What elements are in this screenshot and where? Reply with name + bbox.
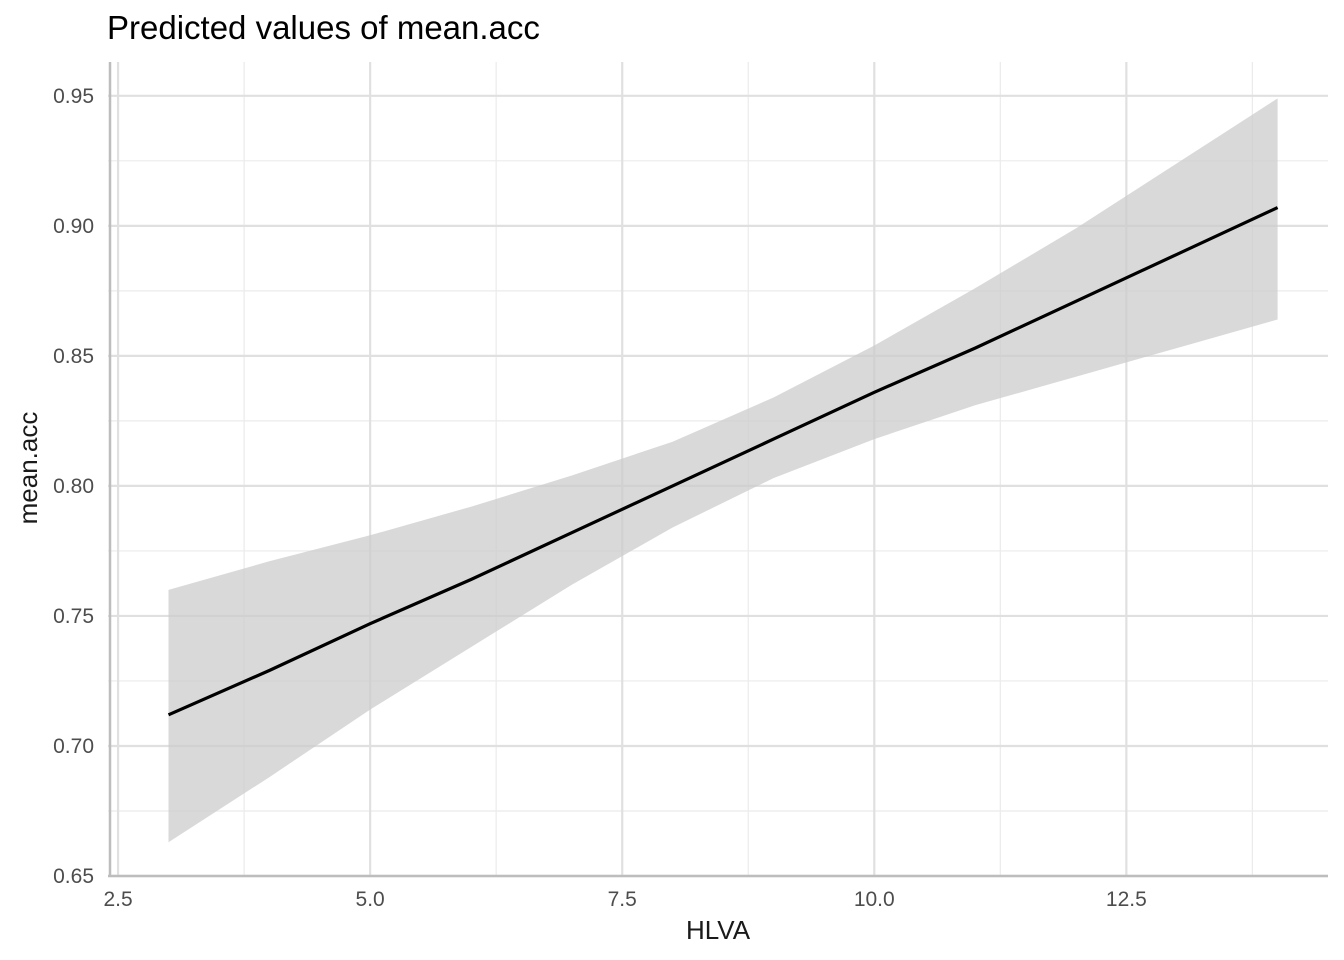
x-tick-label: 5.0	[356, 888, 385, 911]
confidence-band-area	[168, 98, 1278, 843]
x-tick-label: 12.5	[1106, 888, 1147, 911]
y-tick-label: 0.95	[53, 85, 94, 108]
y-tick-labels: 0.65 0.70 0.75 0.80 0.85 0.90 0.95	[53, 85, 94, 888]
x-tick-label: 7.5	[608, 888, 637, 911]
x-tick-labels: 2.5 5.0 7.5 10.0 12.5	[103, 888, 1146, 911]
prediction-line	[167, 206, 1279, 717]
y-axis-label: mean.acc	[13, 412, 43, 525]
y-tick-label: 0.75	[53, 605, 94, 628]
axes	[108, 62, 1328, 878]
y-tick-label: 0.90	[53, 215, 94, 238]
x-axis-label: HLVA	[686, 915, 751, 945]
y-tick-label: 0.70	[53, 735, 94, 758]
confidence-band	[168, 98, 1278, 843]
chart-title: Predicted values of mean.acc	[107, 9, 540, 46]
x-tick-label: 2.5	[103, 888, 132, 911]
x-tick-label: 10.0	[854, 888, 895, 911]
y-tick-label: 0.80	[53, 475, 94, 498]
y-tick-label: 0.85	[53, 345, 94, 368]
y-tick-label: 0.65	[53, 865, 94, 888]
prediction-line-path	[167, 206, 1279, 717]
